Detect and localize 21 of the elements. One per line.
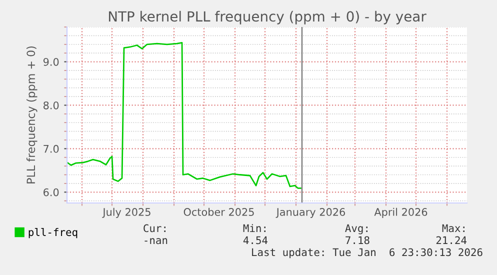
line-series [67, 42, 302, 189]
x-tick-label: January 2026 [276, 208, 345, 218]
y-tick-label: 7.0 [44, 144, 59, 153]
text: Avg: [345, 224, 368, 234]
y-tick-label: 9.0 [43, 58, 59, 66]
text: Max: [442, 224, 464, 232]
x-tick-label: October 2025 [184, 208, 254, 216]
text: -nan [144, 238, 168, 244]
text: 7.18 [346, 236, 370, 244]
text: Last update: Tue Jan 6 23:30:13 2026 [252, 248, 482, 258]
text: Min: [243, 224, 266, 232]
text: 21.24 [436, 236, 467, 244]
legend-label: pll-freq [28, 228, 78, 238]
text: Cur: [144, 224, 166, 232]
x-tick-label: July 2025 [102, 208, 150, 218]
y-tick-label: 6.0 [44, 188, 59, 196]
text: 4.54 [243, 236, 268, 244]
y-axis-title: PLL frequency (ppm + 0) [26, 46, 38, 184]
chart-title: NTP kernel PLL frequency (ppm + 0) - by year [108, 10, 426, 24]
y-tick-label: 8.0 [44, 101, 59, 110]
x-tick-label: April 2026 [374, 208, 428, 218]
